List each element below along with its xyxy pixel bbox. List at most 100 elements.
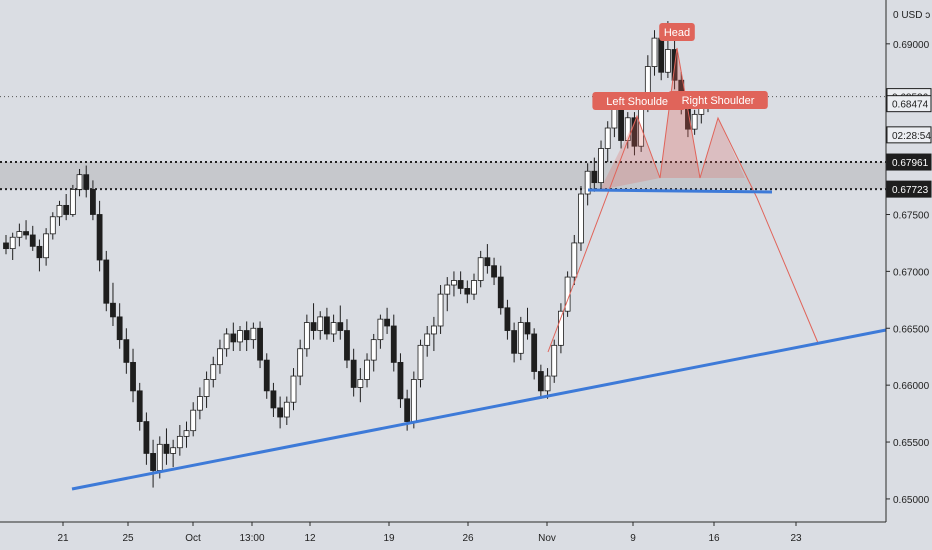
candle <box>69 184 76 217</box>
candle-body <box>156 443 163 471</box>
candle-body <box>36 245 43 259</box>
candle-body <box>537 371 544 392</box>
candle <box>491 257 497 286</box>
candle-body <box>517 322 524 354</box>
candle-body <box>430 325 437 335</box>
candle <box>29 225 36 251</box>
price-tag-box <box>886 180 932 198</box>
candle <box>130 348 136 403</box>
pattern-label-box <box>592 92 686 110</box>
candle-body <box>444 284 451 295</box>
candle-body <box>451 280 457 286</box>
head-fill <box>660 48 700 178</box>
candle-body <box>558 310 564 346</box>
candle-body <box>424 333 431 346</box>
currency-label: 0 USD ↄ <box>893 10 930 21</box>
candle <box>297 339 304 386</box>
candle <box>437 285 444 334</box>
candle <box>410 371 417 429</box>
price-tick-label: 0.67000 <box>893 267 930 278</box>
price-tag-box <box>886 153 932 171</box>
candle <box>317 311 324 340</box>
pattern-label-box <box>659 23 695 41</box>
candle <box>517 316 524 361</box>
candle-body <box>16 231 23 238</box>
candle-body <box>43 233 50 259</box>
price-tag-text: 0.67723 <box>892 185 929 196</box>
candle-body <box>457 280 464 289</box>
candle-body <box>390 325 397 363</box>
candle <box>196 387 203 420</box>
time-tick-label: Oct <box>185 533 201 544</box>
candle <box>390 314 397 372</box>
candle <box>210 356 217 388</box>
candle <box>230 322 237 352</box>
candle-body <box>350 359 357 388</box>
candle <box>83 165 90 198</box>
price-tag: 0.68474 <box>886 95 932 113</box>
candle-body <box>90 189 96 215</box>
candle <box>384 307 390 334</box>
candle <box>143 412 150 465</box>
candle-body <box>324 316 330 335</box>
candle <box>303 314 310 357</box>
candle-body <box>651 37 658 67</box>
candle <box>36 239 43 272</box>
candle-body <box>484 257 491 267</box>
candle <box>176 424 183 456</box>
neckline <box>587 188 773 194</box>
candle <box>270 382 277 418</box>
candle <box>217 339 223 374</box>
candle <box>116 303 123 349</box>
candle-body <box>163 443 170 454</box>
price-axis: 0 USD ↄ 0.65000 0.65500 0.66000 0.66500 0.670… <box>885 0 932 550</box>
candle-body <box>357 379 364 388</box>
candle-body <box>103 259 110 304</box>
candle <box>76 168 83 197</box>
price-tag-box <box>886 126 932 144</box>
candle <box>444 277 451 312</box>
candle-body <box>471 280 477 295</box>
candle <box>110 282 116 326</box>
candle <box>203 371 210 408</box>
time-axis: 21 25 Oct 13:00 12 19 26 Nov 9 16 23 <box>0 521 886 550</box>
pattern-label-text: Right Shoulder <box>682 95 755 107</box>
candle <box>471 273 477 300</box>
candle <box>90 180 96 221</box>
candle-body <box>23 231 29 236</box>
candle <box>183 421 190 448</box>
candle-body <box>76 174 83 190</box>
candle-body <box>477 257 484 281</box>
candle-body <box>136 390 143 422</box>
time-tick-label: 9 <box>630 533 636 544</box>
candle <box>350 348 357 397</box>
candle <box>49 212 56 240</box>
candle-body <box>283 401 290 418</box>
candle <box>464 280 471 304</box>
candle <box>578 186 584 251</box>
candle-body <box>598 148 604 184</box>
candle <box>123 328 130 374</box>
candle-body <box>196 396 203 411</box>
candle-body <box>417 344 424 380</box>
time-axis-background <box>0 522 886 550</box>
candle <box>364 353 370 388</box>
candle-body <box>150 453 156 471</box>
candle-body <box>176 435 183 449</box>
candle-body <box>658 37 665 73</box>
candle <box>136 382 143 431</box>
price-tag: 0.67723 <box>886 180 932 198</box>
candle-body <box>344 330 350 361</box>
price-tag-text: 02:28:54 <box>892 131 931 142</box>
candle <box>237 325 243 352</box>
candle-body <box>69 189 76 215</box>
candle <box>190 402 197 437</box>
candle <box>691 109 698 135</box>
pattern-label: Right Shoulder <box>668 91 768 109</box>
candle-body <box>263 359 270 392</box>
candle <box>23 220 29 240</box>
candle-body <box>29 234 36 247</box>
candle <box>497 265 504 315</box>
price-tag: 0.67961 <box>886 153 932 171</box>
